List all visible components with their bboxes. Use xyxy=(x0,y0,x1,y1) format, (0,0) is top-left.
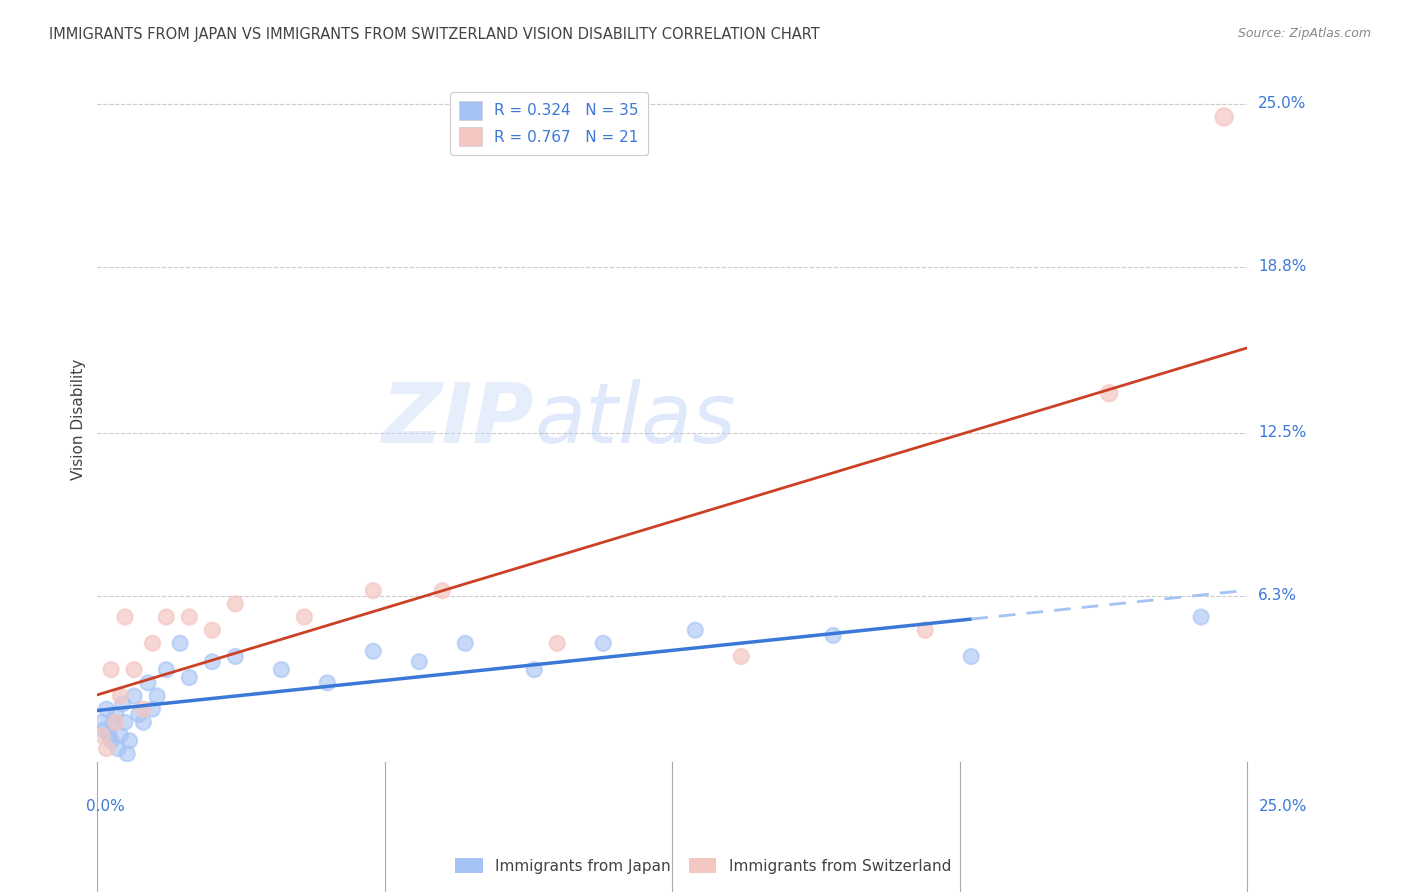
Point xyxy=(363,583,385,598)
Point xyxy=(408,655,430,669)
Point xyxy=(201,655,224,669)
Text: Source: ZipAtlas.com: Source: ZipAtlas.com xyxy=(1237,27,1371,40)
Point xyxy=(100,663,122,677)
Text: 18.8%: 18.8% xyxy=(1258,260,1306,275)
Point xyxy=(136,675,159,690)
Point xyxy=(114,715,136,730)
Point xyxy=(155,663,177,677)
Point xyxy=(155,610,177,624)
Point xyxy=(292,610,315,624)
Point xyxy=(141,636,163,650)
Point xyxy=(823,628,845,642)
Legend: R = 0.324   N = 35, R = 0.767   N = 21: R = 0.324 N = 35, R = 0.767 N = 21 xyxy=(450,92,648,155)
Point xyxy=(128,707,150,722)
Point xyxy=(201,623,224,637)
Point xyxy=(114,610,136,624)
Point xyxy=(1098,386,1121,401)
Point xyxy=(117,747,139,761)
Point xyxy=(104,715,127,730)
Text: 12.5%: 12.5% xyxy=(1258,425,1306,441)
Point xyxy=(110,729,132,743)
Point xyxy=(100,733,122,747)
Point xyxy=(270,663,292,677)
Point xyxy=(454,636,477,650)
Y-axis label: Vision Disability: Vision Disability xyxy=(72,359,86,480)
Point xyxy=(146,689,169,703)
Point xyxy=(224,597,246,611)
Point xyxy=(107,741,129,756)
Point xyxy=(1213,110,1236,124)
Point xyxy=(960,649,983,664)
Point xyxy=(91,715,114,730)
Point xyxy=(111,697,134,711)
Text: 25.0%: 25.0% xyxy=(1258,799,1308,814)
Point xyxy=(96,702,118,716)
Point xyxy=(132,702,155,716)
Point xyxy=(1189,610,1212,624)
Point xyxy=(179,671,201,685)
Point xyxy=(104,707,127,722)
Point xyxy=(132,715,155,730)
Point xyxy=(103,715,125,730)
Point xyxy=(432,583,454,598)
Point xyxy=(316,675,339,690)
Point xyxy=(363,644,385,658)
Point xyxy=(224,649,246,664)
Point xyxy=(592,636,614,650)
Text: ZIP: ZIP xyxy=(381,379,534,460)
Point xyxy=(97,729,120,743)
Point xyxy=(110,689,132,703)
Point xyxy=(93,723,115,738)
Point xyxy=(683,623,706,637)
Text: atlas: atlas xyxy=(534,379,735,460)
Point xyxy=(91,729,114,743)
Point xyxy=(730,649,752,664)
Point xyxy=(122,663,145,677)
Point xyxy=(169,636,191,650)
Point xyxy=(96,741,118,756)
Point xyxy=(118,733,141,747)
Text: 6.3%: 6.3% xyxy=(1258,589,1298,604)
Point xyxy=(546,636,568,650)
Point xyxy=(179,610,201,624)
Text: 0.0%: 0.0% xyxy=(86,799,125,814)
Text: 25.0%: 25.0% xyxy=(1258,96,1306,112)
Point xyxy=(122,689,145,703)
Text: IMMIGRANTS FROM JAPAN VS IMMIGRANTS FROM SWITZERLAND VISION DISABILITY CORRELATI: IMMIGRANTS FROM JAPAN VS IMMIGRANTS FROM… xyxy=(49,27,820,42)
Point xyxy=(914,623,936,637)
Point xyxy=(523,663,546,677)
Legend: Immigrants from Japan, Immigrants from Switzerland: Immigrants from Japan, Immigrants from S… xyxy=(449,852,957,880)
Point xyxy=(141,702,163,716)
